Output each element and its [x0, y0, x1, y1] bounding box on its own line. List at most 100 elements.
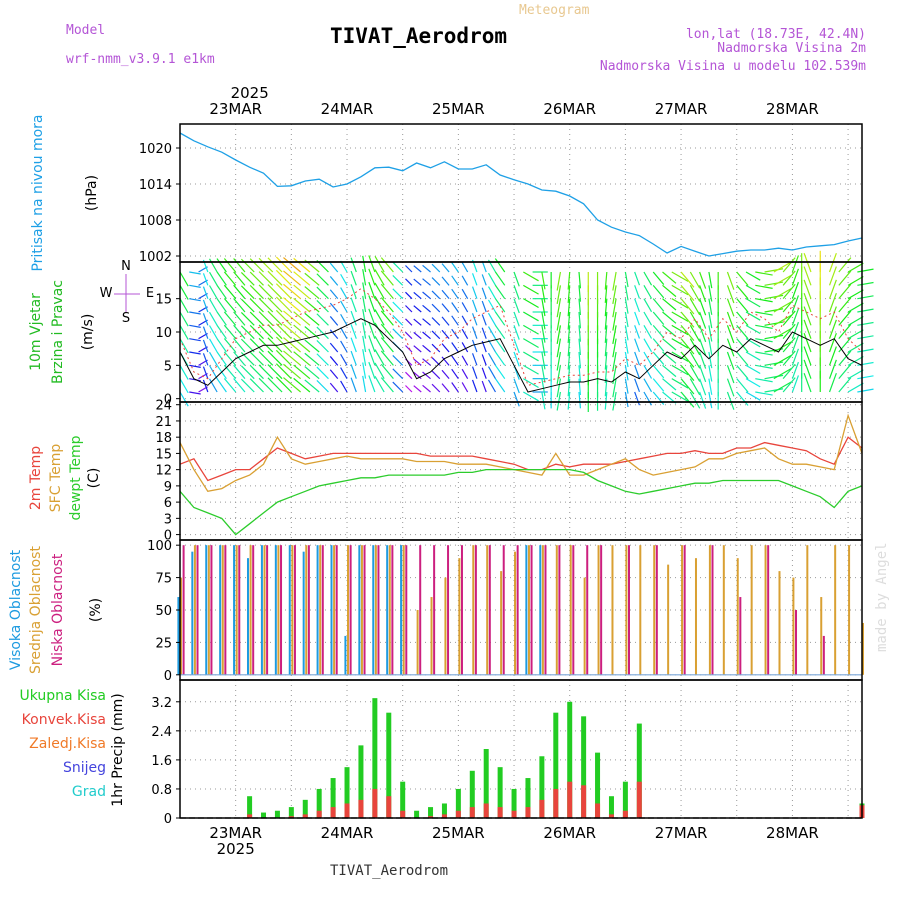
wind-arrow [662, 271, 677, 284]
mid-cloud-bar [374, 545, 377, 675]
wind-arrow [329, 329, 339, 340]
total-precip-bar [386, 712, 392, 818]
wind-arrow [461, 288, 469, 299]
wind-arrow [578, 271, 582, 289]
wind-arrow [494, 298, 506, 313]
low-cloud-bar [349, 545, 352, 675]
wind-arrow [857, 295, 874, 300]
wind-arrow [422, 304, 431, 313]
wind-arrow [329, 356, 339, 366]
wind-arrow [275, 256, 292, 273]
dewpt-axis-title: dewpt Temp [68, 435, 84, 520]
y-tick-label: 100 [147, 539, 172, 554]
wind-arrow [405, 371, 413, 380]
wind-arrow [422, 371, 431, 380]
wind-arrow [283, 257, 302, 273]
wind-arrow [652, 378, 665, 392]
wind-arrow [523, 378, 539, 388]
wind-arrow [431, 330, 441, 340]
y-tick-label: 0 [164, 812, 172, 827]
wind-arrow [471, 379, 478, 393]
wind-arrow [487, 366, 497, 379]
low-cloud-bar [266, 545, 269, 675]
wind-arrow [304, 379, 320, 393]
wind-arrow [240, 312, 255, 326]
wind-arrow [567, 311, 571, 330]
low-cloud-bar [516, 545, 519, 675]
wind-arrow [828, 279, 837, 299]
wind-arrow [745, 284, 761, 295]
wind-arrow [179, 378, 189, 394]
wind-arrow [374, 335, 385, 353]
wind-arrow [233, 364, 246, 380]
wind-arrow [494, 364, 506, 380]
wind-arrow [652, 298, 665, 312]
wind-arrow [422, 384, 431, 393]
wind-arrow [541, 338, 546, 357]
wind-arrow [634, 325, 641, 339]
wind-arrow [431, 303, 441, 313]
wind-arrow [233, 258, 246, 273]
low-cloud-bar [502, 545, 505, 675]
wind-arrow [258, 297, 274, 313]
mid-cloud-bar [541, 545, 544, 675]
wind-arrow [556, 351, 562, 371]
wind-arrow [791, 321, 799, 339]
wind-arrow [413, 291, 422, 300]
wind-arrow [828, 346, 837, 366]
wind-arrow [612, 338, 617, 358]
total-precip-bar [553, 712, 559, 818]
wind-arrow [541, 285, 546, 303]
wind-arrow [189, 311, 201, 315]
wind-arrow [494, 324, 506, 340]
wind-arrow [708, 365, 713, 382]
wind-arrow [708, 271, 713, 289]
wind-arrow [293, 377, 311, 393]
wind-arrow [202, 326, 209, 339]
low-cloud-bar [391, 545, 394, 675]
wind-arrow [764, 281, 784, 286]
wind-arrow [293, 257, 311, 273]
total-precip-bar [344, 767, 350, 818]
wind-arrow [316, 366, 329, 380]
wind-arrow [604, 271, 608, 290]
wind-arrow [283, 283, 302, 300]
wind-arrow [662, 284, 677, 298]
date-label-top: 24MAR [321, 100, 374, 118]
wind-arrow [652, 311, 665, 325]
wind-arrow [578, 311, 582, 329]
y-tick-label: 3.2 [151, 696, 172, 711]
wind-arrow [380, 283, 394, 300]
wind-arrow [782, 310, 796, 326]
mid-cloud-bar [486, 545, 489, 675]
wind-arrow [258, 324, 274, 340]
wind-arrow [662, 311, 677, 324]
wind-arrow [604, 378, 608, 397]
wind-arrow [216, 298, 227, 313]
wind-arrow [189, 364, 201, 368]
wind-arrow [350, 350, 357, 366]
low-cloud-bar [293, 545, 296, 675]
wind-arrow [556, 338, 562, 358]
wind-arrow [441, 263, 450, 273]
wind-arrow [233, 311, 246, 326]
wind-arrow [857, 375, 874, 380]
wind-arrow [773, 261, 792, 273]
wind-arrow [513, 285, 520, 300]
conv-precip-bar [483, 803, 489, 818]
wind-arrow [828, 293, 837, 313]
wind-arrow [726, 378, 735, 397]
wind-arrow [755, 378, 773, 383]
wind-arrow [567, 338, 571, 357]
wind-arrow [708, 378, 713, 395]
high-cloud-bar [316, 545, 319, 675]
mid-cloud-bar [611, 545, 614, 675]
wind-arrow [258, 271, 274, 286]
mid-cloud-bar [193, 545, 196, 675]
wind-arrow [179, 338, 189, 354]
conv-precip-bar [400, 810, 406, 818]
conv-precip-bar [316, 810, 322, 818]
wind-arrow [736, 298, 749, 313]
mid-cloud-bar [333, 545, 336, 675]
high-cloud-bar [358, 545, 361, 675]
